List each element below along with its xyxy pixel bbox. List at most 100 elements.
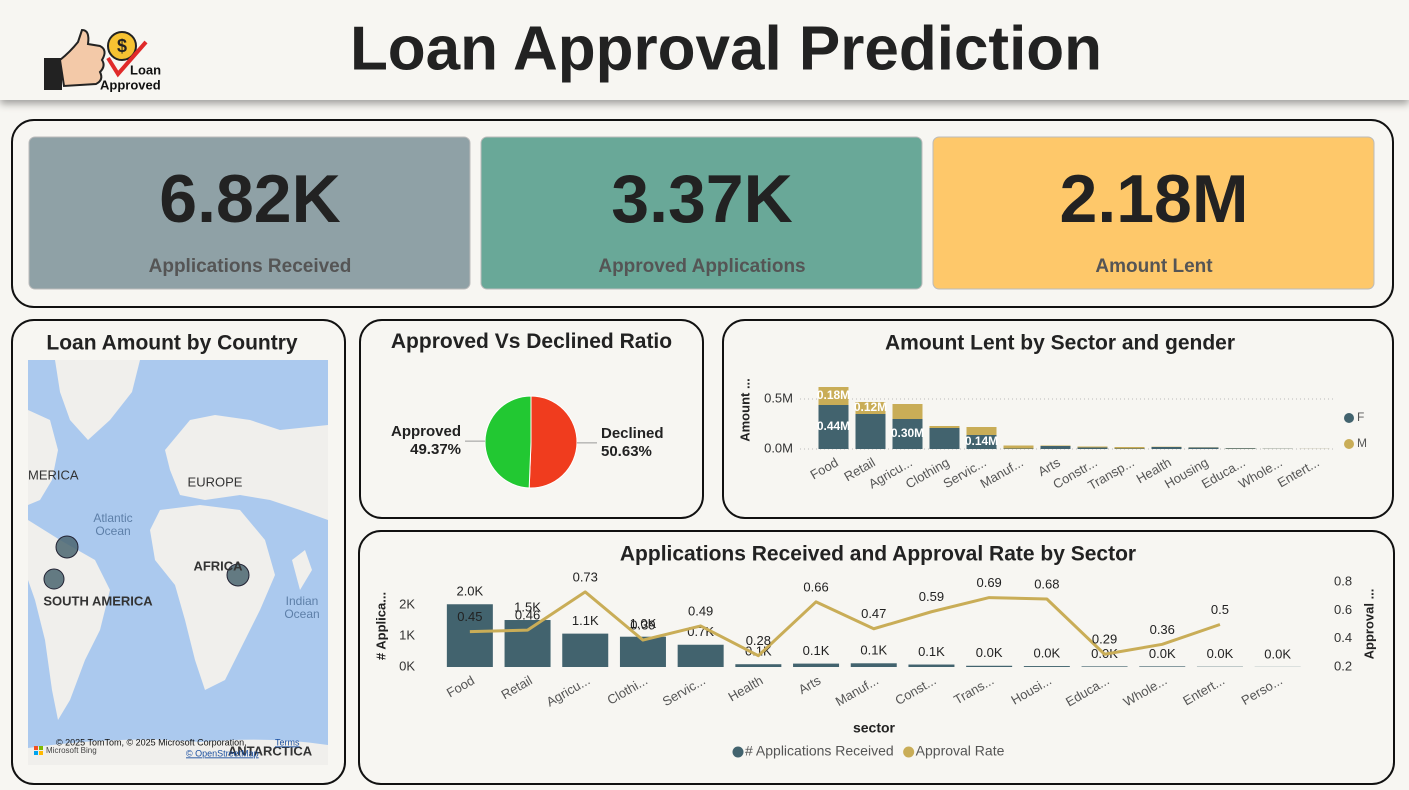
y-tick-label: 0.0M xyxy=(764,440,793,455)
bar-segment xyxy=(1003,445,1034,449)
bar xyxy=(562,633,609,667)
data-label: 0.39 xyxy=(630,618,655,633)
map-bubble xyxy=(55,535,79,559)
kpi-value: 6.82K xyxy=(159,161,340,237)
slice-value: 50.63% xyxy=(601,443,652,460)
combo-panel xyxy=(358,530,1395,785)
map-label: AFRICA xyxy=(193,558,243,573)
data-label: 0.69 xyxy=(976,575,1001,590)
bar-segment xyxy=(1151,447,1182,449)
bar-segment xyxy=(818,405,849,449)
kpi-value: 3.37K xyxy=(611,161,792,237)
data-label: 0.73 xyxy=(573,569,598,584)
chart-title: Approved Vs Declined Ratio xyxy=(390,330,673,353)
y2-tick-label: 0.6 xyxy=(1334,602,1352,617)
map-title: Loan Amount by Country xyxy=(46,332,298,355)
bar-segment xyxy=(966,427,997,435)
bar-segment xyxy=(1188,447,1219,449)
bar-segment xyxy=(1003,448,1034,449)
map-label: ANTARCTICA xyxy=(228,743,313,758)
bar-segment xyxy=(1077,447,1108,449)
slice-label: Approved xyxy=(391,423,461,440)
header-bar xyxy=(0,0,1409,100)
bar xyxy=(850,663,897,667)
bar xyxy=(1023,666,1070,667)
map-label: Indian Ocean xyxy=(284,595,320,621)
legend-label: # Applications Received xyxy=(745,743,894,759)
kpi-card xyxy=(480,136,923,290)
data-label: 0.66 xyxy=(803,579,828,594)
legend-marker xyxy=(903,746,915,758)
kpi-label: Approved Applications xyxy=(598,256,805,277)
data-label: 0.0K xyxy=(1149,646,1176,661)
data-label: 0.36 xyxy=(1150,622,1175,637)
data-label: 0.29 xyxy=(1092,632,1117,647)
data-label: 0.49 xyxy=(688,603,713,618)
y-axis-title: # Applica... xyxy=(373,592,388,660)
bar-segment xyxy=(855,414,886,449)
pie-title-box: Approved Vs Declined Ratio xyxy=(390,330,673,353)
y2-tick-label: 0.2 xyxy=(1334,658,1352,673)
data-label: 0.46 xyxy=(515,608,540,623)
y-tick-label: 2K xyxy=(399,597,415,612)
svg-text:$: $ xyxy=(117,36,127,56)
data-label: 0.0K xyxy=(976,645,1003,660)
data-label: 0.47 xyxy=(861,606,886,621)
y-tick-label: 0.5M xyxy=(764,390,793,405)
bar-segment xyxy=(855,402,886,414)
bar-segment xyxy=(929,428,960,449)
logo-text: Approved xyxy=(100,77,161,92)
data-label: 0.12M xyxy=(854,400,887,414)
map-bubble xyxy=(226,563,250,587)
bar xyxy=(677,644,724,667)
bar-segment xyxy=(929,426,960,428)
bar xyxy=(504,620,551,667)
bar-segment xyxy=(1040,446,1071,449)
data-label: 0.28 xyxy=(746,633,771,648)
y-tick-label: 1K xyxy=(399,628,415,643)
kpi-label: Applications Received xyxy=(149,256,352,277)
kpi-label: Amount Lent xyxy=(1095,256,1213,277)
data-label: 0.44M xyxy=(817,419,850,433)
kpi-card xyxy=(28,136,471,290)
map-label: SOUTH AMERICA xyxy=(43,593,153,608)
logo: $ Loan Approved xyxy=(44,28,161,92)
legend-marker xyxy=(732,746,744,758)
data-label: 0.68 xyxy=(1034,576,1059,591)
logo-text: Loan xyxy=(130,62,161,77)
bar-panel xyxy=(722,319,1394,519)
page-title: Loan Approval Prediction xyxy=(350,14,1102,83)
map-label-box: Indian Ocean xyxy=(284,595,320,621)
data-label: 0.0K xyxy=(1264,646,1291,661)
legend-marker xyxy=(1344,413,1354,423)
x-axis-title: sector xyxy=(853,720,896,736)
map-attribution: Microsoft Bing xyxy=(46,746,97,755)
data-label: 0.30M xyxy=(891,426,924,440)
y2-tick-label: 0.4 xyxy=(1334,630,1352,645)
data-label: 1.5K xyxy=(514,599,541,614)
bar-segment xyxy=(1040,445,1071,446)
map-bubble xyxy=(43,568,65,590)
bar xyxy=(793,663,840,667)
data-label: 0.0K xyxy=(1207,646,1234,661)
y2-tick-label: 0.8 xyxy=(1334,573,1352,588)
map-attribution[interactable]: Terms xyxy=(275,737,300,747)
map-label: Atlantic Ocean xyxy=(93,512,133,538)
map-label: EUROPE xyxy=(188,474,243,489)
data-label: 0.14M xyxy=(965,434,998,448)
data-label: 0.1K xyxy=(803,643,830,658)
map-label-box: Atlantic Ocean xyxy=(93,512,133,538)
bar-segment xyxy=(1114,447,1145,449)
map-label: MERICA xyxy=(28,467,79,482)
y2-axis-title: Approval ... xyxy=(1361,589,1376,660)
y-axis-title: Amount ... xyxy=(737,378,752,442)
chart-title: Applications Received and Approval Rate … xyxy=(620,543,1136,566)
legend-label: Approval Rate xyxy=(916,743,1005,759)
bar xyxy=(1139,666,1186,667)
map-attribution[interactable]: © OpenStreetMap xyxy=(186,748,259,758)
chart-title: Amount Lent by Sector and gender xyxy=(885,332,1235,355)
bar xyxy=(1081,666,1128,667)
data-label: 1.1K xyxy=(572,613,599,628)
map-attribution: © 2025 TomTom, © 2025 Microsoft Corporat… xyxy=(56,737,247,747)
bar-segment xyxy=(1114,448,1145,449)
